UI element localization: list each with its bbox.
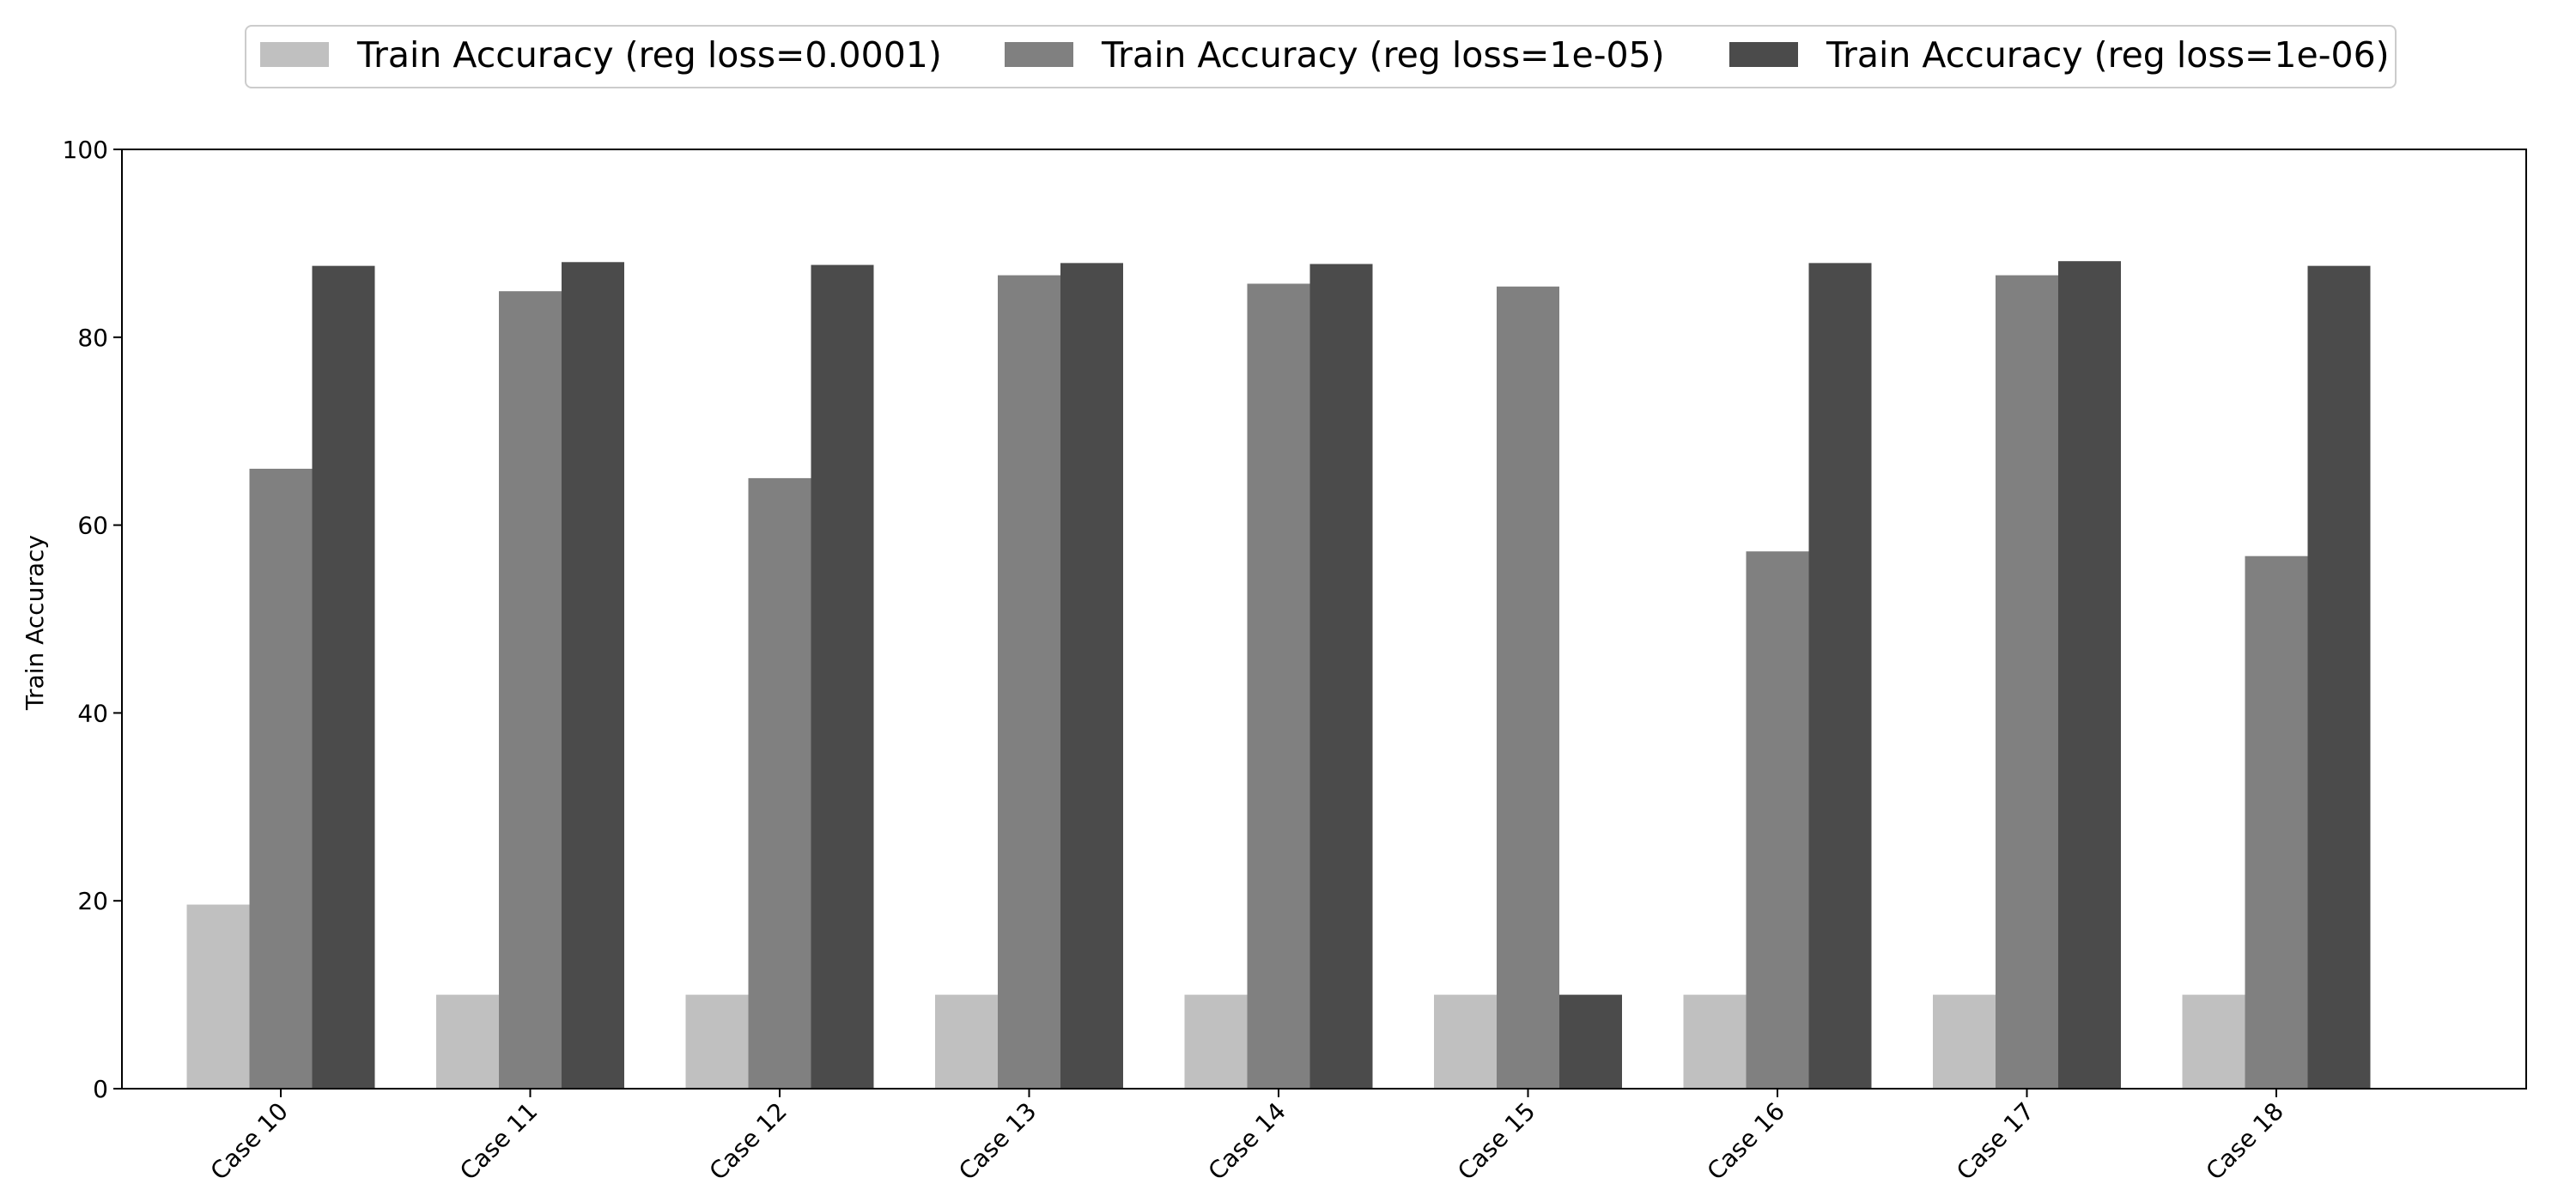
bar	[499, 291, 562, 1089]
bar	[1060, 263, 1123, 1089]
bar	[1309, 264, 1373, 1090]
x-tick-label: Case 14	[1203, 1097, 1291, 1186]
bar	[2058, 261, 2121, 1089]
legend-label: Train Accuracy (reg loss=1e-06)	[1826, 34, 2390, 76]
x-tick-label: Case 11	[454, 1097, 543, 1186]
bar	[1434, 994, 1497, 1089]
x-tick-label: Case 17	[1951, 1097, 2039, 1186]
bar	[935, 994, 998, 1089]
y-axis: 0 20 40 60 80 100	[63, 136, 122, 1103]
y-tick-label: 60	[77, 512, 108, 540]
x-tick-label: Case 15	[1452, 1097, 1540, 1186]
bar	[2245, 555, 2308, 1089]
y-tick-label: 100	[63, 136, 108, 164]
bar	[1933, 994, 1996, 1089]
bar	[998, 275, 1060, 1090]
legend-label: Train Accuracy (reg loss=0.0001)	[356, 34, 942, 76]
bar	[562, 262, 624, 1089]
bar	[1497, 286, 1559, 1090]
bar	[1996, 275, 2058, 1090]
plot-frame	[121, 149, 2527, 1090]
legend-label: Train Accuracy (reg loss=1e-05)	[1101, 34, 1665, 76]
x-tick-label: Case 16	[1702, 1097, 1790, 1186]
x-axis: Case 10 Case 11 Case 12 Case 13 Case 14 Case …	[205, 1089, 2289, 1186]
y-axis-title: Train Accuracy	[21, 535, 49, 711]
legend-swatch	[1005, 42, 1073, 67]
bar	[811, 264, 874, 1089]
y-tick-label: 80	[77, 324, 108, 352]
bar	[436, 994, 499, 1089]
x-tick-label: Case 13	[953, 1097, 1042, 1186]
bar	[1559, 994, 1622, 1089]
bars-layer	[186, 261, 2371, 1090]
bar	[1808, 263, 1872, 1089]
bar	[685, 994, 749, 1089]
y-tick-label: 0	[93, 1075, 108, 1103]
bar	[1184, 994, 1248, 1089]
legend: Train Accuracy (reg loss=0.0001) Train A…	[245, 25, 2397, 88]
bar	[1746, 551, 1809, 1089]
bar	[2307, 265, 2371, 1089]
x-tick-label: Case 18	[2201, 1097, 2289, 1186]
x-tick-label: Case 12	[704, 1097, 793, 1186]
legend-swatch	[260, 42, 329, 67]
legend-swatch	[1729, 42, 1798, 67]
bar	[312, 265, 375, 1089]
bar	[1683, 994, 1747, 1089]
bar	[1247, 283, 1310, 1089]
y-tick-label: 40	[77, 699, 108, 727]
x-tick-label: Case 10	[205, 1097, 294, 1186]
bar	[249, 468, 313, 1089]
bar	[2182, 994, 2245, 1089]
bar	[748, 477, 811, 1089]
y-tick-label: 20	[77, 887, 108, 915]
legend-frame	[245, 25, 2397, 88]
bar	[186, 904, 250, 1089]
